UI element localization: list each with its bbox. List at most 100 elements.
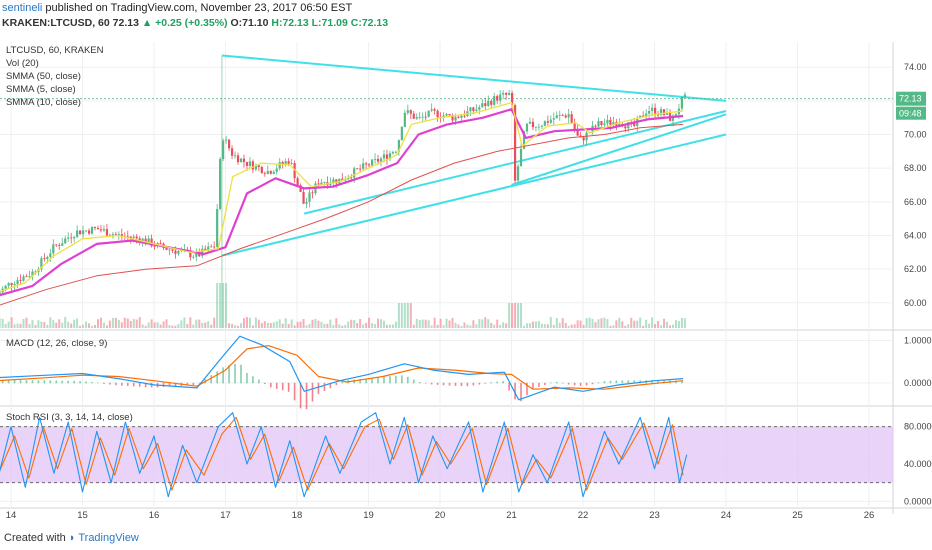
volume-bar xyxy=(415,318,418,328)
volume-bar xyxy=(436,324,439,328)
candle-body xyxy=(79,230,82,235)
candle-body xyxy=(606,119,609,124)
macd-histogram-bar xyxy=(627,380,630,384)
candle-body xyxy=(603,123,606,126)
candle-body xyxy=(528,121,532,124)
stoch-rsi-d-line xyxy=(0,416,684,491)
volume-bar xyxy=(406,303,409,328)
macd-histogram-bar xyxy=(490,382,493,384)
macd-pane xyxy=(0,335,684,410)
volume-bar xyxy=(52,320,55,328)
volume-bar xyxy=(272,322,275,328)
macd-histogram-bar xyxy=(222,367,224,384)
volume-bar xyxy=(82,324,85,328)
author-link[interactable]: sentineli xyxy=(2,2,43,14)
candle-body xyxy=(454,116,457,121)
macd-histogram-bar xyxy=(377,377,379,384)
candle-body xyxy=(540,125,543,127)
macd-histogram-bar xyxy=(216,371,218,384)
volume-bar xyxy=(228,323,231,328)
volume-bar xyxy=(55,322,58,328)
volume-bar xyxy=(433,317,436,328)
candle-body xyxy=(323,182,326,183)
macd-histogram-bar xyxy=(359,379,361,384)
macd-histogram-bar xyxy=(198,382,201,384)
volume-bar xyxy=(13,324,16,328)
candle-body xyxy=(245,161,249,166)
volume-bar xyxy=(126,318,129,328)
macd-histogram-bar xyxy=(341,381,344,384)
macd-histogram-bar xyxy=(424,382,427,384)
volume-bar xyxy=(663,318,666,328)
x-tick-label: 18 xyxy=(292,510,303,521)
trendline xyxy=(221,133,727,257)
volume-bar xyxy=(674,319,677,328)
volume-bar xyxy=(177,323,180,328)
volume-bar xyxy=(353,320,356,328)
macd-histogram-bar xyxy=(132,382,135,387)
macd-histogram-bar xyxy=(651,380,653,384)
candle-body xyxy=(469,107,472,112)
candle-body xyxy=(612,122,615,125)
candle-body xyxy=(400,126,403,141)
macd-histogram-bar xyxy=(323,382,326,391)
macd-histogram-bar xyxy=(395,375,397,384)
candle-body xyxy=(248,161,252,166)
volume-bar xyxy=(627,324,630,328)
volume-bar xyxy=(248,317,251,328)
tradingview-brand[interactable]: TradingView xyxy=(78,532,139,544)
candle-body xyxy=(153,246,156,247)
macd-histogram-bar xyxy=(79,381,81,384)
volume-bar xyxy=(275,321,278,328)
macd-histogram-bar xyxy=(496,381,498,384)
candle-body xyxy=(320,182,323,185)
macd-histogram-bar xyxy=(150,382,153,388)
candle-body xyxy=(28,276,31,277)
candle-body xyxy=(656,114,660,116)
candle-body xyxy=(344,179,347,181)
candle-body xyxy=(132,236,135,238)
macd-histogram-bar xyxy=(97,382,99,384)
macd-histogram-bar xyxy=(526,382,528,396)
volume-bar xyxy=(314,318,317,328)
candle-body xyxy=(293,163,296,179)
candle-body xyxy=(43,258,46,259)
volume-bar xyxy=(132,318,135,328)
candle-body xyxy=(275,168,278,172)
indicator-tick-label: 0.0000 xyxy=(904,496,932,506)
candle-body xyxy=(406,110,409,113)
macd-histogram-bar xyxy=(436,382,439,385)
candle-body xyxy=(543,121,546,126)
candle-body xyxy=(597,121,600,127)
volume-bar xyxy=(633,320,636,328)
macd-histogram-bar xyxy=(472,382,475,386)
volume-bar xyxy=(108,320,111,328)
macd-histogram-bar xyxy=(573,382,576,386)
volume-bar xyxy=(439,318,442,328)
candle-body xyxy=(519,148,523,167)
macd-histogram-bar xyxy=(585,382,588,386)
volume-bar xyxy=(528,323,531,328)
volume-bar xyxy=(394,321,397,328)
macd-histogram-bar xyxy=(555,381,558,384)
volume-bar xyxy=(284,318,287,328)
volume-bar xyxy=(165,319,168,328)
candle-body xyxy=(34,271,37,273)
candle-body xyxy=(350,177,353,179)
macd-histogram-bar xyxy=(85,381,87,384)
candle-body xyxy=(642,115,645,117)
candle-body xyxy=(618,123,621,126)
candle-body xyxy=(341,178,344,181)
macd-histogram-bar xyxy=(293,382,296,401)
volume-bar xyxy=(377,318,380,328)
candle-body xyxy=(260,166,263,174)
volume-bar xyxy=(445,318,448,328)
candle-body xyxy=(394,151,398,153)
candle-body xyxy=(576,129,579,136)
volume-bar xyxy=(290,319,293,328)
volume-bar xyxy=(64,317,67,328)
candle-body xyxy=(129,236,132,238)
price-tick-label: 74.00 xyxy=(904,62,927,72)
footer: Created with ◗ TradingView xyxy=(4,532,139,544)
